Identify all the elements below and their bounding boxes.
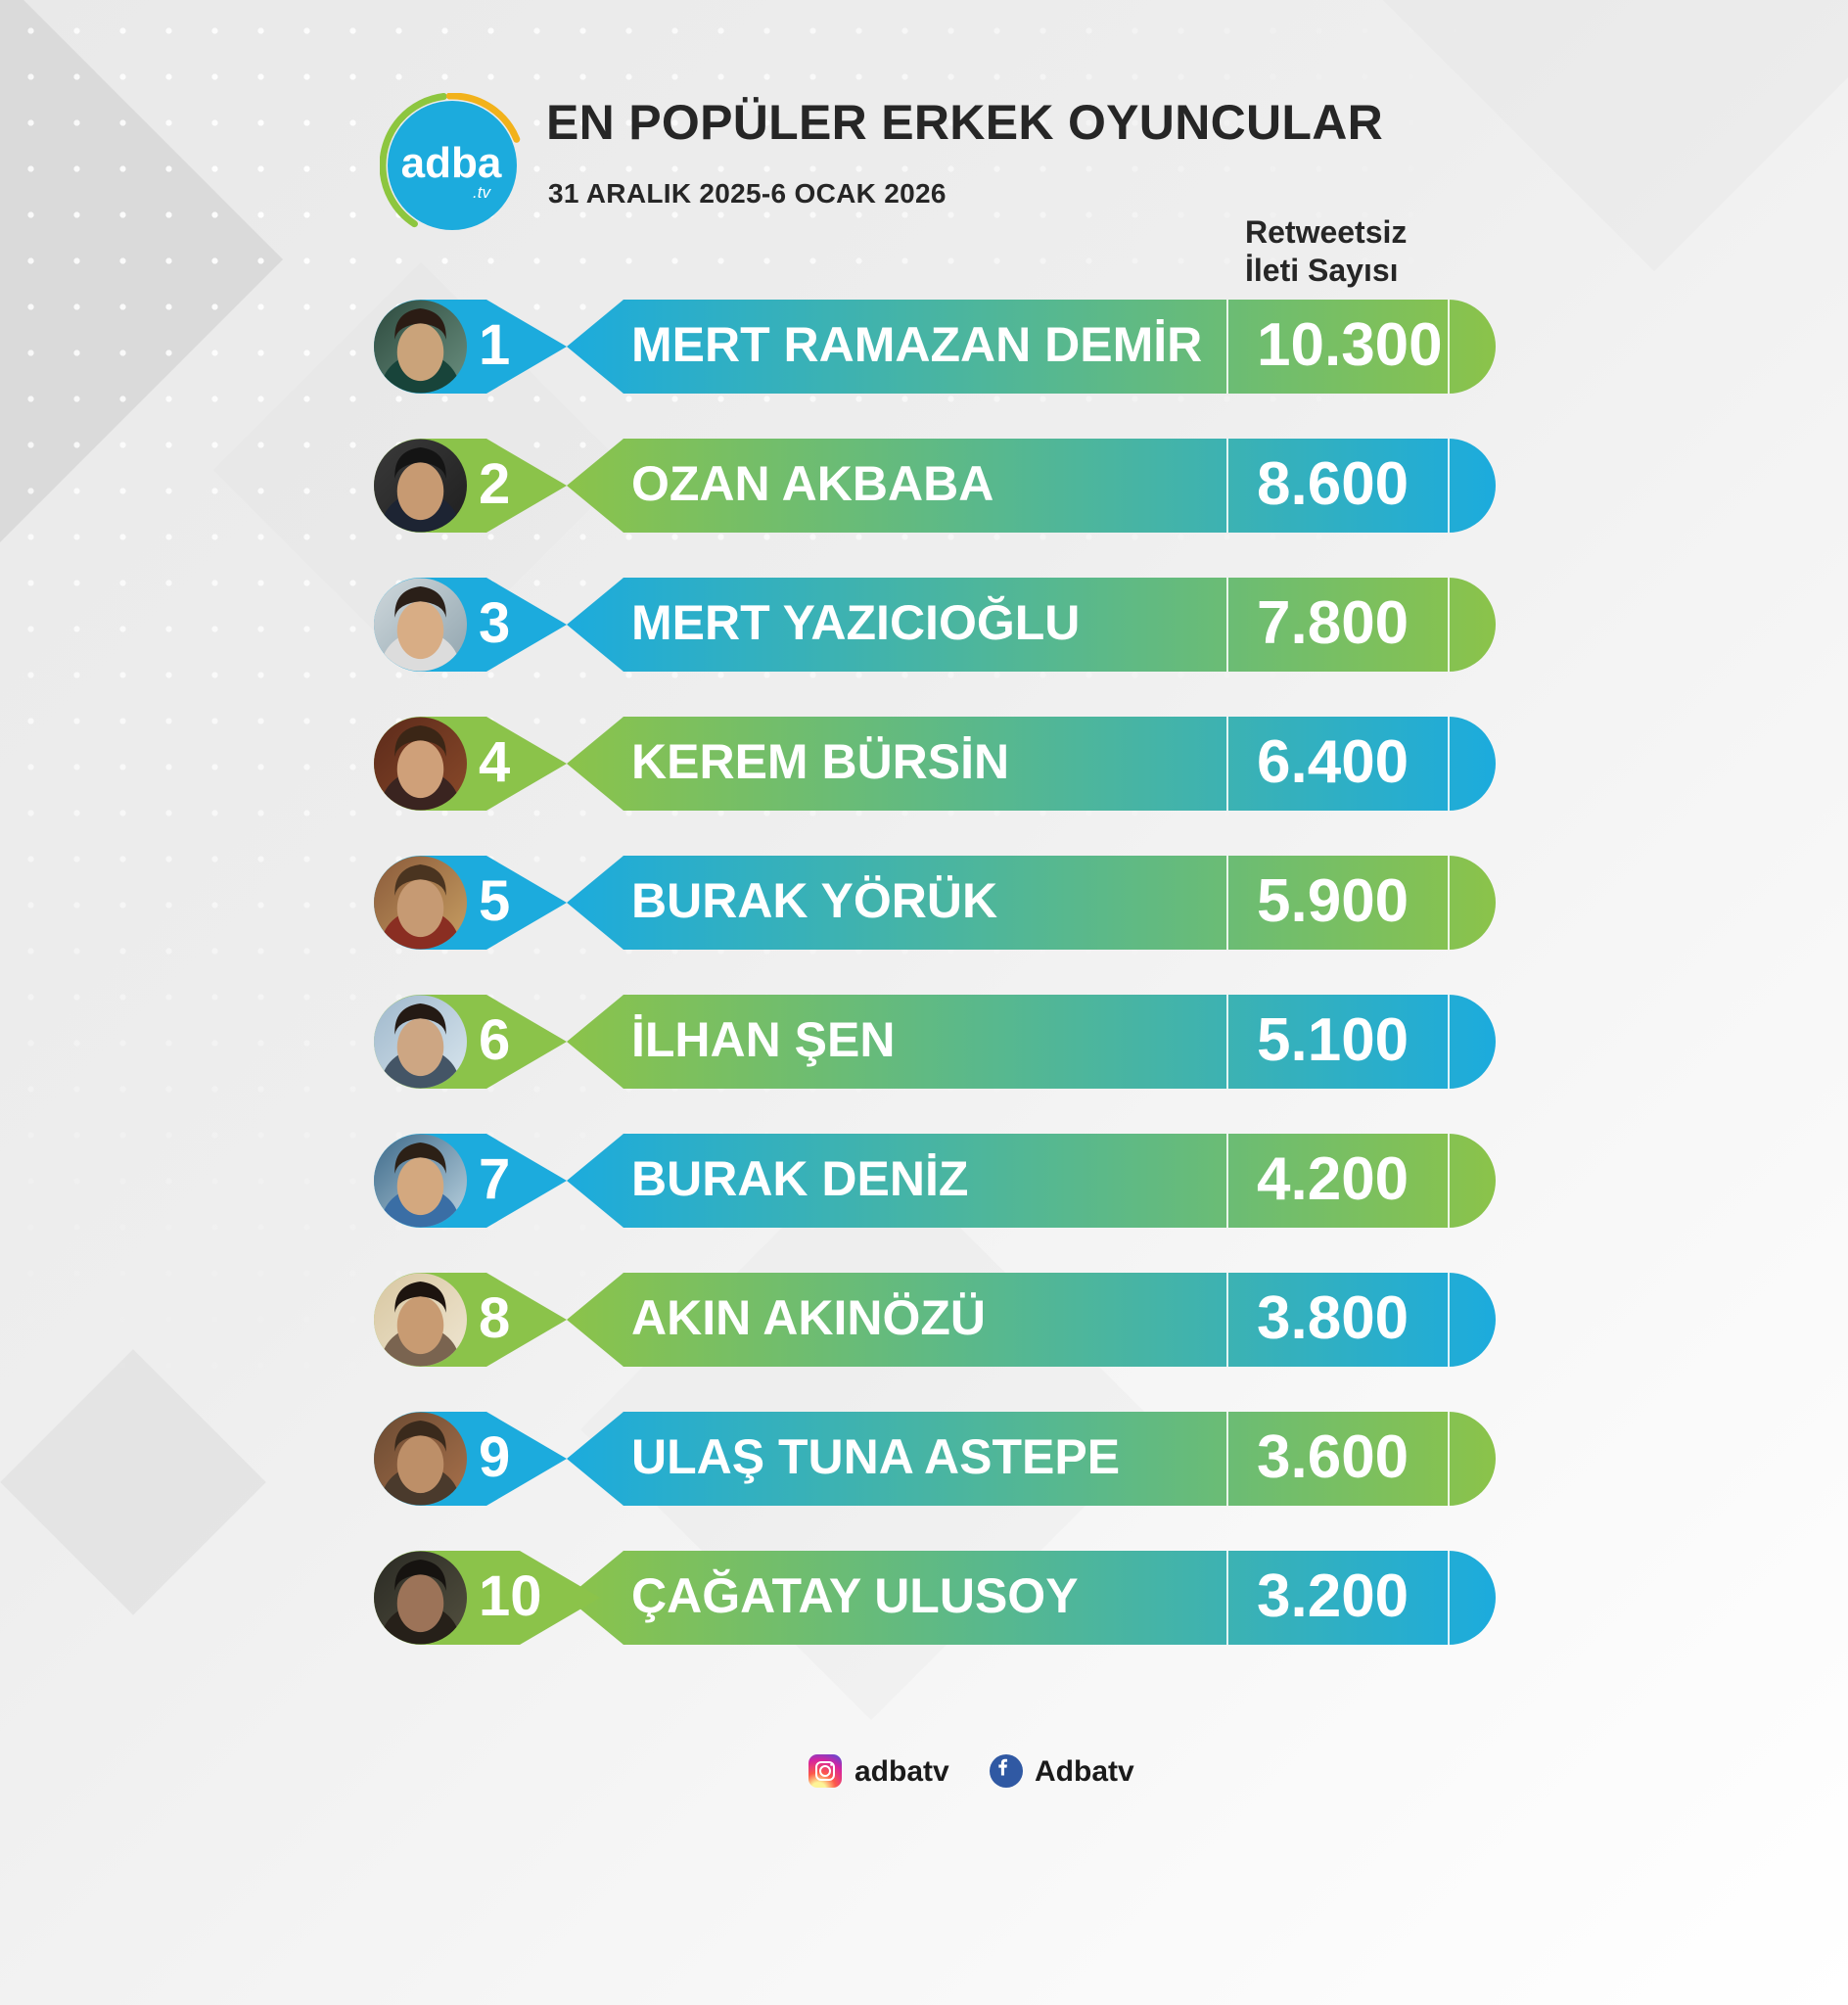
svg-text:adba: adba xyxy=(401,139,502,187)
svg-text:.tv: .tv xyxy=(473,183,491,202)
